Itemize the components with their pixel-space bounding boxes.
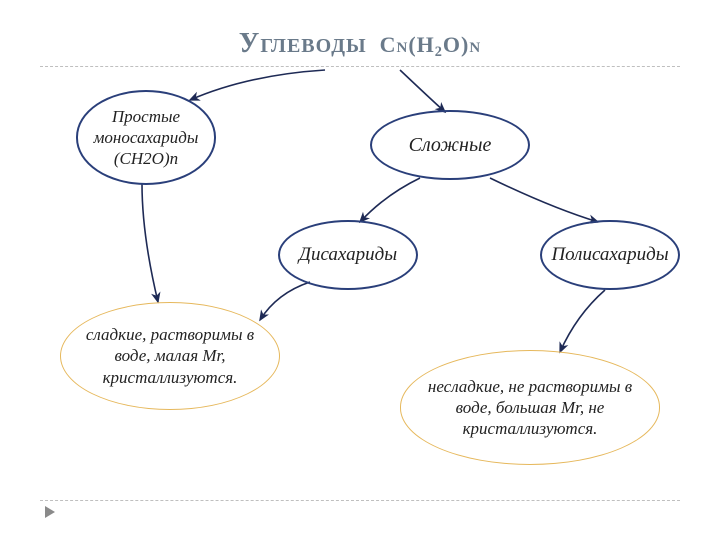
title-formula: Cn(H2O)n [380,32,482,57]
node-complex: Сложные [370,110,530,180]
divider-bottom [40,500,680,501]
node-polysaccharides: Полисахариды [540,220,680,290]
node-properties-sweet: сладкие, растворимы в воде, малая Mr, кр… [60,302,280,410]
page-title: Углеводы Cn(H2O)n [0,28,720,60]
node-disaccharides: Дисахариды [278,220,418,290]
diagram-stage: Углеводы Cn(H2O)n Простые моносахариды (… [0,0,720,540]
slide-marker-icon [45,506,55,518]
node-properties-not-sweet: несладкие, не растворимы в воде, большая… [400,350,660,465]
title-word: Углеводы [239,28,367,59]
node-simple-monosaccharides: Простые моносахариды (CH2O)n [76,90,216,185]
divider-top [40,66,680,67]
